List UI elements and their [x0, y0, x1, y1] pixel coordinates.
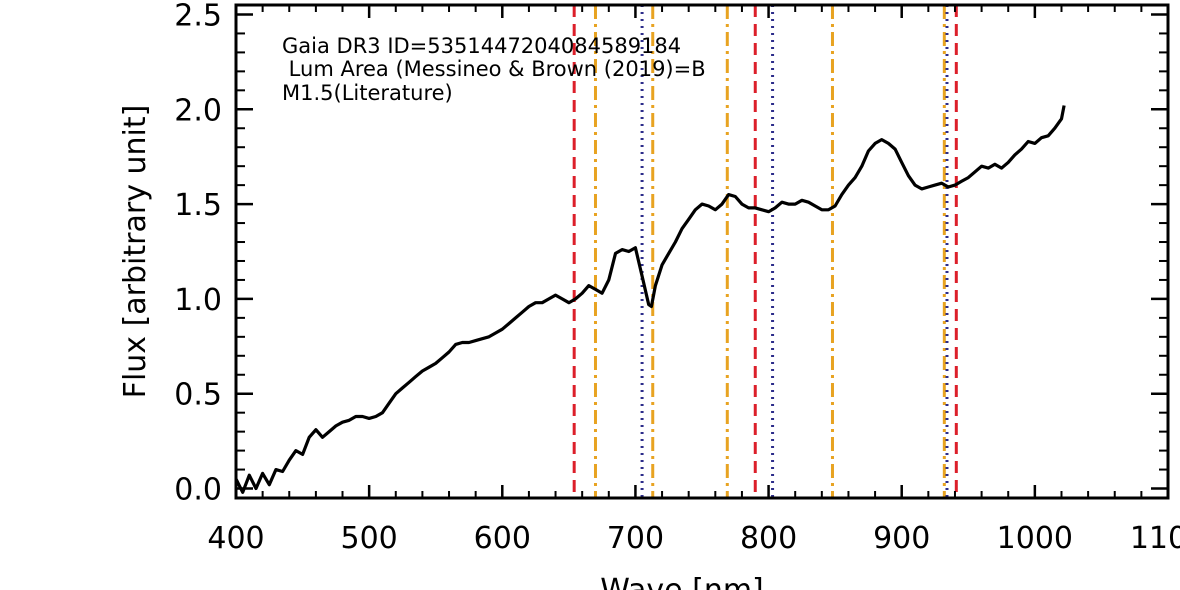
flux-series-line [234, 105, 1066, 494]
vertical-reference-lines [572, 5, 958, 498]
annotation-spectral-type: M1.5(Literature) [282, 81, 453, 105]
x-tick-label: 400 [207, 521, 264, 556]
y-tick-label: 1.5 [174, 188, 222, 223]
annotation-lum-area: Lum Area (Messineo & Brown (2019)=B [282, 57, 706, 81]
x-tick-label: 1000 [997, 521, 1073, 556]
y-tick-label: 0.5 [174, 378, 222, 413]
x-tick-label: 900 [873, 521, 930, 556]
y-axis-label: Flux [arbitrary unit] [118, 105, 153, 399]
x-axis-label: Wave [nm] [600, 573, 764, 590]
annotation-gaia-id: Gaia DR3 ID=5351447204084589184 [282, 34, 681, 58]
y-tick-label: 1.0 [174, 283, 222, 318]
y-tick-labels: 0.0 0.5 1.0 1.5 2.0 2.5 [174, 0, 222, 508]
y-tick-label: 2.5 [174, 0, 222, 33]
x-tick-label: 500 [341, 521, 398, 556]
x-tick-label: 600 [474, 521, 531, 556]
y-tick-label: 0.0 [174, 473, 222, 508]
x-tick-label: 700 [607, 521, 664, 556]
y-tick-label: 2.0 [174, 93, 222, 128]
x-tick-label: 800 [740, 521, 797, 556]
plot-frame [234, 3, 1170, 500]
axis-ticks [234, 5, 1170, 498]
